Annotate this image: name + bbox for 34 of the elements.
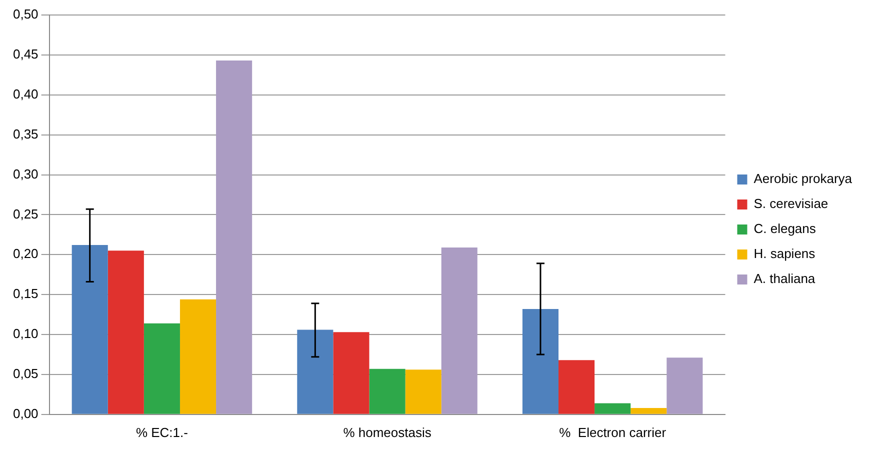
y-tick-label: 0,00 — [12, 406, 38, 421]
bar — [558, 360, 595, 414]
x-tick-label: % homeostasis — [343, 424, 432, 440]
bar — [405, 370, 442, 414]
y-tick-label: 0,15 — [12, 286, 38, 302]
bar — [297, 330, 334, 414]
y-tick-label: 0,50 — [12, 6, 38, 22]
y-tick-label: 0,40 — [12, 86, 38, 102]
bar — [180, 299, 216, 414]
y-tick-label: 0,20 — [12, 246, 38, 262]
legend-label: S. cerevisiae — [754, 196, 828, 212]
legend-label: C. elegans — [754, 221, 816, 236]
x-tick-label: % EC:1.- — [136, 424, 188, 440]
y-tick-label: 0,45 — [12, 46, 38, 62]
bar — [594, 403, 631, 414]
bar — [666, 358, 703, 414]
bar — [144, 323, 180, 414]
y-tick-label: 0,05 — [12, 366, 38, 382]
bar — [333, 332, 370, 414]
x-tick-label: % Electron carrier — [559, 424, 667, 440]
y-tick-label: 0,35 — [12, 126, 38, 142]
bar — [72, 245, 108, 414]
legend-label: A. thaliana — [754, 271, 816, 286]
bar — [441, 247, 478, 414]
y-tick-label: 0,30 — [12, 166, 38, 182]
y-tick-label: 0,25 — [12, 206, 38, 222]
legend-label: Aerobic prokarya — [754, 171, 853, 186]
legend-label: H. sapiens — [754, 246, 816, 262]
bar — [216, 60, 252, 414]
bar — [522, 308, 559, 414]
bar — [369, 368, 406, 414]
bar — [630, 408, 667, 414]
y-tick-label: 0,10 — [12, 326, 38, 342]
bar — [108, 250, 144, 414]
